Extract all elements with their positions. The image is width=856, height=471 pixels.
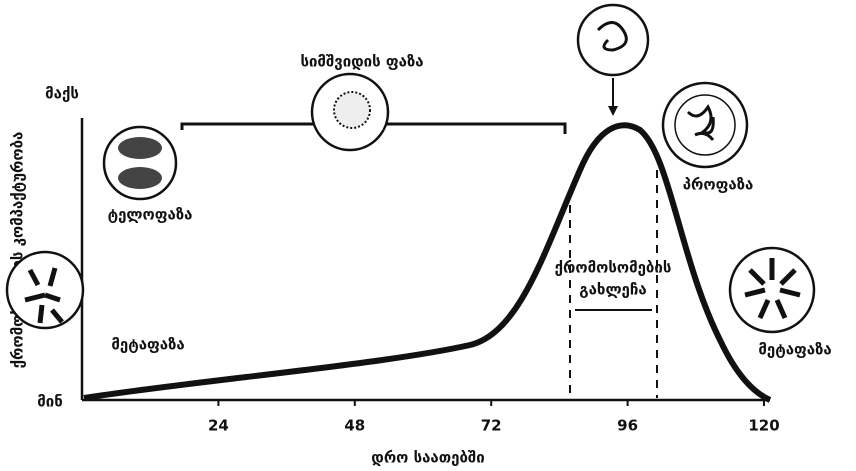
x-axis-label: დრო საათებში	[371, 449, 484, 467]
diagram: მაქს მინ ქრომოსომების კომპაქტურობა დრო ს…	[0, 0, 856, 471]
x-tick-label: 120	[748, 417, 779, 435]
x-tick-label: 48	[344, 417, 365, 435]
prophase-label: პროფაზა	[683, 176, 754, 194]
x-tick-label: 96	[617, 417, 638, 435]
nucleus	[118, 137, 162, 159]
arrowhead	[608, 106, 618, 116]
metaphase-cell	[7, 252, 83, 328]
metaphase-right-label: მეტაფაზა	[758, 341, 831, 359]
x-tick-label: 72	[481, 417, 502, 435]
interphase-label: სიმშვიდის ფაზა	[300, 53, 423, 71]
telophase-label: ტელოფაზა	[108, 206, 193, 224]
metaphase-left-label: მეტაფაზა	[111, 336, 184, 354]
nucleus	[334, 92, 370, 128]
splitting-label: გახლეჩა	[579, 281, 646, 299]
prophase-early-cell	[578, 5, 648, 75]
y-max-label: მაქს	[45, 85, 79, 103]
nucleus	[118, 167, 162, 189]
splitting-label: ქრომოსომების	[555, 259, 672, 277]
y-min-label: მინ	[37, 393, 63, 411]
y-axis-label: ქრომოსომების კომპაქტურობა	[9, 132, 27, 369]
x-tick-label: 24	[208, 417, 229, 435]
